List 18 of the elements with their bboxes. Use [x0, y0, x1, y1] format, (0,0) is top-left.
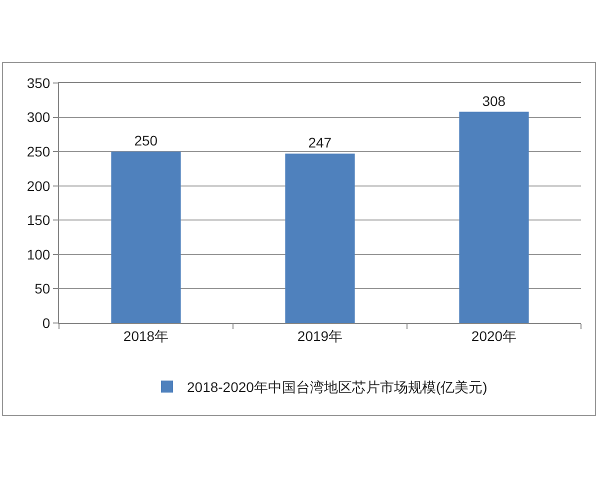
- bar: [459, 112, 529, 323]
- y-tick-label: 300: [26, 109, 50, 126]
- data-label: 308: [482, 92, 506, 109]
- y-tick-label: 100: [26, 246, 50, 262]
- y-tick-label: 350: [26, 74, 50, 91]
- y-tick-label: 50: [34, 280, 50, 297]
- y-tick-label: 150: [26, 212, 50, 228]
- y-tick-label: 0: [42, 314, 50, 331]
- data-label: 250: [134, 132, 158, 149]
- bar: [111, 152, 181, 323]
- y-tick-label: 200: [26, 178, 50, 194]
- bar: [285, 154, 355, 323]
- data-label: 247: [308, 134, 332, 151]
- x-tick-label: 2019年: [297, 328, 343, 344]
- y-tick-label: 250: [26, 143, 50, 160]
- legend-label: 2018-2020年中国台湾地区芯片市场规模(亿美元): [187, 379, 488, 396]
- x-tick-label: 2020年: [471, 328, 517, 344]
- x-tick-label: 2018年: [123, 328, 169, 344]
